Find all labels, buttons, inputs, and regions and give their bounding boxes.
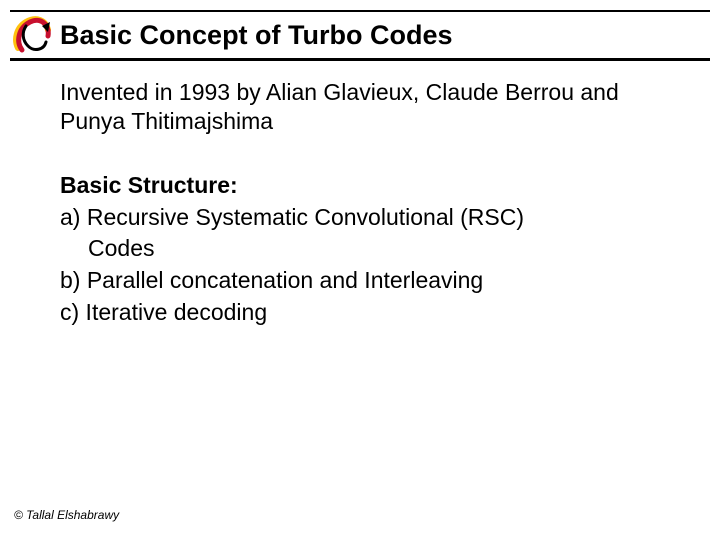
structure-list: a) Recursive Systematic Convolutional (R… (60, 203, 680, 329)
list-item-cont: Codes (60, 234, 680, 264)
header-rule-bottom (10, 58, 710, 61)
intro-text: Invented in 1993 by Alian Glavieux, Clau… (60, 78, 680, 136)
slide-logo (12, 14, 52, 56)
slide-body: Invented in 1993 by Alian Glavieux, Clau… (60, 78, 680, 330)
list-item: b) Parallel concatenation and Interleavi… (60, 266, 680, 296)
header-rule-top (10, 10, 710, 12)
slide-title: Basic Concept of Turbo Codes (60, 20, 453, 51)
structure-heading: Basic Structure: (60, 172, 680, 199)
list-item: c) Iterative decoding (60, 298, 680, 328)
copyright-footer: © Tallal Elshabrawy (14, 508, 119, 522)
list-item: a) Recursive Systematic Convolutional (R… (60, 203, 680, 233)
